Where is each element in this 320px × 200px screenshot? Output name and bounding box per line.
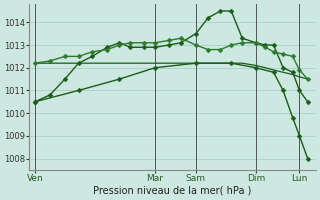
X-axis label: Pression niveau de la mer( hPa ): Pression niveau de la mer( hPa ) [93,186,252,196]
